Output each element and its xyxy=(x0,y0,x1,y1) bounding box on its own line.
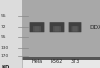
Text: k562: k562 xyxy=(51,59,63,64)
Text: 95: 95 xyxy=(1,35,7,39)
Bar xyxy=(22,0,100,57)
FancyBboxPatch shape xyxy=(33,26,41,32)
FancyBboxPatch shape xyxy=(72,26,78,32)
Text: Hela: Hela xyxy=(31,59,43,64)
Text: 170: 170 xyxy=(1,54,9,58)
FancyBboxPatch shape xyxy=(35,26,39,32)
Bar xyxy=(0,0,22,68)
FancyBboxPatch shape xyxy=(69,22,81,32)
Text: 3T3: 3T3 xyxy=(70,59,80,64)
FancyBboxPatch shape xyxy=(73,26,77,32)
Text: 130: 130 xyxy=(1,46,9,50)
FancyBboxPatch shape xyxy=(30,22,44,32)
Text: DDX4: DDX4 xyxy=(89,25,100,30)
Bar xyxy=(22,57,100,60)
Text: 72: 72 xyxy=(1,25,6,29)
FancyBboxPatch shape xyxy=(55,26,59,32)
FancyBboxPatch shape xyxy=(50,22,64,32)
Text: 55: 55 xyxy=(1,14,7,18)
FancyBboxPatch shape xyxy=(53,26,61,32)
Text: KD: KD xyxy=(2,65,10,68)
